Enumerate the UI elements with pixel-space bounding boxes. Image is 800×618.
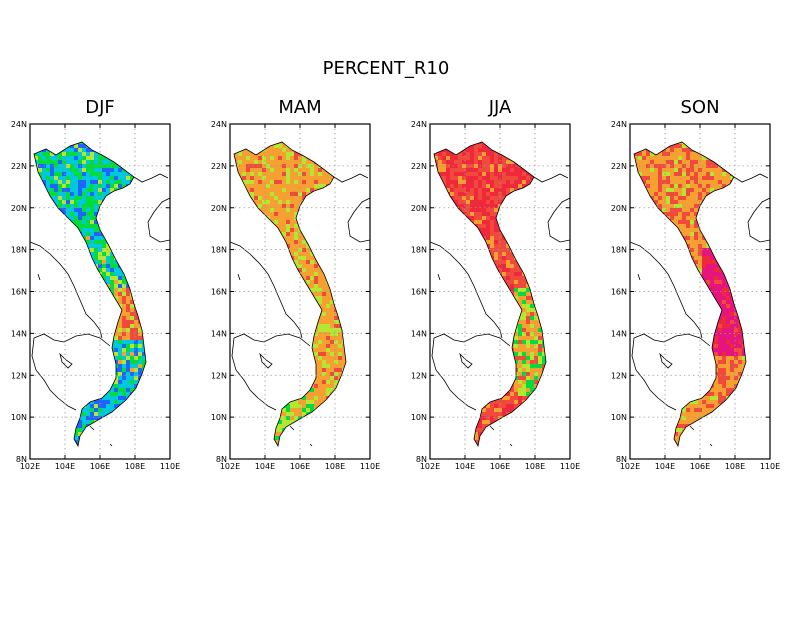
- lon-tick-label: 110E: [360, 462, 380, 471]
- grid-lines: [230, 124, 370, 459]
- lat-tick-label: 12N: [411, 371, 427, 380]
- lat-tick-label: 22N: [11, 162, 27, 171]
- lat-tick-label: 18N: [11, 246, 27, 255]
- lon-tick-label: 106E: [290, 462, 310, 471]
- lon-tick-label: 108E: [325, 462, 345, 471]
- lat-tick-label: 16N: [11, 288, 27, 297]
- lat-tick-label: 10N: [211, 413, 227, 422]
- lat-tick-label: 12N: [611, 371, 627, 380]
- lat-tick-label: 14N: [11, 329, 27, 338]
- lat-tick-label: 22N: [611, 162, 627, 171]
- lat-tick-label: 10N: [411, 413, 427, 422]
- panel-title: MAM: [278, 97, 321, 118]
- lon-tick-label: 104E: [655, 462, 675, 471]
- lon-tick-label: 106E: [490, 462, 510, 471]
- lat-tick-label: 24N: [11, 120, 27, 129]
- lat-tick-label: 14N: [211, 329, 227, 338]
- lat-tick-label: 22N: [411, 162, 427, 171]
- lat-tick-label: 20N: [11, 204, 27, 213]
- panel-title: SON: [680, 97, 719, 118]
- lat-tick-label: 24N: [211, 120, 227, 129]
- lon-tick-label: 110E: [560, 462, 580, 471]
- lat-tick-label: 10N: [11, 413, 27, 422]
- panel-djf: DJF 102E 104E 106E 108E 110E 8N 10N 12N 14N 16N 18N…: [11, 97, 180, 471]
- lat-tick-label: 16N: [411, 288, 427, 297]
- lon-tick-label: 110E: [760, 462, 780, 471]
- lat-tick-label: 22N: [211, 162, 227, 171]
- lon-tick-label: 102E: [620, 462, 640, 471]
- coastline: [629, 141, 771, 447]
- lon-tick-label: 108E: [525, 462, 545, 471]
- lat-tick-label: 8N: [616, 455, 627, 464]
- lat-tick-label: 20N: [611, 204, 627, 213]
- lat-tick-label: 12N: [211, 371, 227, 380]
- grid-lines: [430, 124, 570, 459]
- season-panels: DJF 102E 104E 106E 108E 110E 8N 10N 12N 14N 16N 18N…: [11, 97, 780, 471]
- lat-tick-label: 8N: [216, 455, 227, 464]
- lon-tick-label: 104E: [255, 462, 275, 471]
- lon-tick-label: 108E: [725, 462, 745, 471]
- grid-lines: [30, 124, 170, 459]
- lat-tick-label: 10N: [611, 413, 627, 422]
- lon-tick-label: 106E: [90, 462, 110, 471]
- panel-son: SON 102E 104E 106E 108E 110E 8N 10N 12N 14N 16N 18N…: [611, 97, 780, 471]
- lon-tick-label: 102E: [420, 462, 440, 471]
- lat-tick-label: 18N: [411, 246, 427, 255]
- lat-tick-label: 8N: [16, 455, 27, 464]
- lat-tick-label: 14N: [411, 329, 427, 338]
- lat-tick-label: 14N: [611, 329, 627, 338]
- panel-title: JJA: [488, 97, 512, 118]
- coastline: [429, 141, 571, 447]
- lat-tick-label: 18N: [611, 246, 627, 255]
- lon-tick-label: 102E: [20, 462, 40, 471]
- lat-tick-label: 16N: [211, 288, 227, 297]
- lon-tick-label: 110E: [160, 462, 180, 471]
- lat-tick-label: 20N: [211, 204, 227, 213]
- coastline: [229, 141, 371, 447]
- lat-tick-label: 18N: [211, 246, 227, 255]
- lon-tick-label: 104E: [455, 462, 475, 471]
- coastline: [29, 141, 171, 447]
- panel-jja: JJA 102E 104E 106E 108E 110E 8N 10N 12N 14N 16N 18N…: [411, 97, 580, 471]
- lat-tick-label: 20N: [411, 204, 427, 213]
- lat-tick-label: 24N: [611, 120, 627, 129]
- lat-tick-label: 8N: [416, 455, 427, 464]
- lat-tick-label: 24N: [411, 120, 427, 129]
- lat-tick-label: 12N: [11, 371, 27, 380]
- lon-tick-label: 108E: [125, 462, 145, 471]
- figure-title: PERCENT_R10: [323, 58, 450, 79]
- lon-tick-label: 104E: [55, 462, 75, 471]
- grid-lines: [630, 124, 770, 459]
- panel-title: DJF: [85, 97, 115, 118]
- panel-mam: MAM 102E 104E 106E 108E 110E 8N 10N 12N 14N 16N 18N…: [211, 97, 380, 471]
- lon-tick-label: 106E: [690, 462, 710, 471]
- lat-tick-label: 16N: [611, 288, 627, 297]
- lon-tick-label: 102E: [220, 462, 240, 471]
